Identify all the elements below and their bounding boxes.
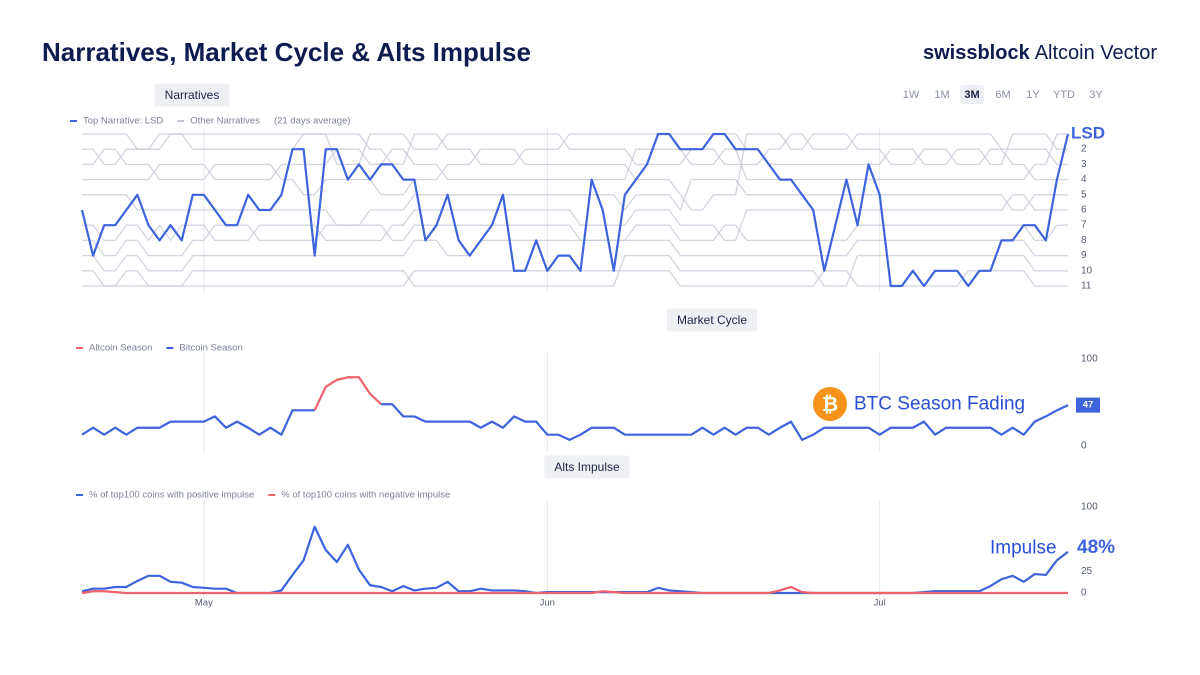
x-tick-label: Jul (874, 598, 886, 609)
other-line (82, 178, 1068, 226)
brand-product: Altcoin Vector (1035, 42, 1158, 64)
legend-label: Altcoin Season (89, 343, 152, 354)
y-tick-label: 5 (1081, 189, 1087, 200)
y-tick-label: 7 (1081, 220, 1087, 231)
panel-label: Market Cycle (677, 313, 747, 327)
panel-label-box (544, 455, 630, 479)
panel-label: Alts Impulse (554, 460, 620, 474)
x-tick-label: Jun (540, 598, 555, 609)
other-line (82, 133, 1068, 166)
last-value-label: 47 (1083, 400, 1094, 411)
series-line (313, 376, 382, 411)
legend-label: Top Narrative: LSD (83, 116, 163, 127)
y-tick-label: 11 (1081, 281, 1092, 292)
y-tick-label: 0 (1081, 588, 1087, 599)
page-title: Narratives, Market Cycle & Alts Impulse (42, 37, 531, 67)
bitcoin-icon-glyph: ₿ (822, 394, 838, 416)
brand-name: swissblock (923, 42, 1031, 64)
y-tick-label: 3 (1081, 159, 1087, 170)
y-tick-label: 6 (1081, 205, 1087, 216)
range-button[interactable]: 1Y (1026, 89, 1040, 101)
y-tick-label: 25 (1081, 566, 1093, 577)
legend-note: (21 days average) (274, 116, 351, 127)
y-tick-label: 2 (1081, 144, 1087, 155)
annotation: LSD (1071, 124, 1105, 143)
range-button[interactable]: 3Y (1089, 89, 1103, 101)
y-tick-label: 8 (1081, 235, 1087, 246)
range-button[interactable]: 1M (934, 89, 949, 101)
y-tick-label: 9 (1081, 250, 1087, 261)
y-tick-label: 100 (1081, 354, 1098, 365)
legend-label: % of top100 coins with positive impulse (89, 490, 254, 501)
series-line (81, 403, 1069, 442)
other-line (82, 194, 1068, 242)
series-line (81, 585, 1068, 595)
annotation: Impulse (990, 538, 1057, 559)
annotation: BTC Season Fading (854, 394, 1025, 415)
y-tick-label: 4 (1081, 174, 1087, 185)
x-tick-label: May (195, 598, 213, 609)
last-value-badge (1076, 397, 1100, 413)
y-tick-label: 0 (1081, 441, 1087, 452)
other-line (82, 254, 1068, 287)
range-button[interactable]: 1W (903, 89, 920, 101)
other-line (82, 133, 1068, 181)
other-line (82, 133, 1068, 211)
brand: swissblock Altcoin Vector (923, 42, 1157, 64)
bitcoin-icon (813, 387, 847, 421)
series-line (80, 132, 1070, 288)
legend-label: Other Narratives (190, 116, 260, 127)
range-button[interactable]: 3M (964, 89, 979, 101)
value-label: 48% (1077, 537, 1115, 558)
y-tick-label: 100 (1081, 502, 1098, 513)
other-line (82, 239, 1068, 272)
legend-label: Bitcoin Season (179, 343, 242, 354)
range-button-bg (960, 85, 984, 104)
other-line (82, 133, 1068, 166)
range-button[interactable]: 6M (995, 89, 1010, 101)
other-line (82, 224, 1068, 257)
y-tick-label: 10 (1081, 265, 1093, 276)
other-line (82, 270, 1068, 287)
legend-label: % of top100 coins with negative impulse (281, 490, 450, 501)
range-button[interactable]: YTD (1053, 89, 1075, 101)
panel-label: Narratives (165, 88, 220, 102)
panel-label-box (154, 83, 230, 107)
panel-label-box (666, 308, 758, 332)
